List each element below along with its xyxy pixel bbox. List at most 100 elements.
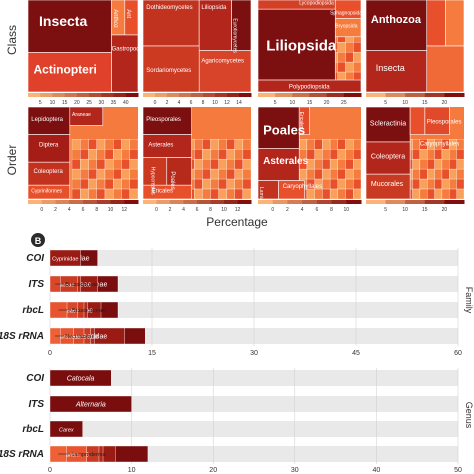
treemap-block — [426, 45, 465, 93]
treemap-label: Dothideomycetes — [146, 5, 192, 11]
scale-swatch — [405, 93, 426, 97]
treemap-cell — [353, 61, 362, 73]
treemap-cell — [104, 188, 114, 200]
scale-tick-label: 10 — [221, 207, 227, 213]
scale-swatch — [40, 93, 53, 97]
segment-label: Alternaria — [75, 402, 106, 409]
treemap-scale: 0 2 4 6 8 10 12 — [143, 200, 252, 213]
treemap-cell — [242, 178, 252, 190]
scale-tick-label: 4 — [301, 207, 304, 213]
bar-segment — [49, 395, 132, 413]
treemap-label: Actinopteri — [34, 63, 97, 77]
treemap-cell — [104, 158, 114, 170]
treemap-cell — [427, 168, 435, 180]
scale-swatch — [143, 93, 156, 97]
treemap-cell — [104, 178, 114, 190]
treemap-cell — [353, 51, 362, 63]
treemap-cell — [434, 188, 443, 200]
scale-swatch — [210, 200, 225, 204]
treemap-block — [365, 141, 411, 175]
treemap-block — [365, 106, 411, 143]
x-tick-label: 60 — [454, 350, 462, 357]
treemap-cell — [314, 188, 323, 200]
scale-swatch — [385, 93, 406, 97]
scale-swatch — [227, 93, 240, 97]
treemap-cell — [129, 139, 139, 150]
scale-swatch — [55, 200, 70, 204]
segment-label: Nectriaceae — [65, 334, 94, 340]
scale-swatch — [287, 200, 303, 204]
treemap-label: Gastropoda — [112, 47, 144, 53]
treemap-cell — [449, 168, 457, 180]
treemap-label: Scleractinia — [370, 120, 406, 127]
treemap-label: Diptera — [39, 143, 59, 149]
scale-tick-label: 5 — [274, 100, 277, 106]
treemap-cell — [412, 158, 421, 170]
treemap-cell — [234, 188, 244, 200]
panel-b-badge-circle — [31, 233, 45, 247]
scale-swatch — [155, 93, 168, 97]
treemap-cell — [113, 149, 122, 160]
treemap-label: Coleoptera — [34, 169, 64, 175]
treemap-cell — [427, 188, 435, 200]
treemap-cell — [345, 51, 354, 63]
scale-tick-label: 6 — [190, 100, 193, 106]
treemap-cell — [329, 149, 338, 160]
treemap-cell — [314, 158, 323, 170]
treemap-cell — [218, 149, 227, 160]
treemap-cell — [121, 188, 130, 200]
treemap-block — [27, 52, 112, 93]
scale-swatch — [237, 200, 252, 204]
treemap-cell — [80, 139, 89, 150]
scale-swatch — [366, 93, 387, 97]
treemap-cell — [456, 188, 465, 200]
treemap-scale: 0 2 4 6 8 10 12 — [28, 200, 139, 213]
treemap-cell — [314, 149, 323, 160]
treemap-cell — [80, 158, 89, 170]
treemap-cell — [412, 178, 421, 190]
treemap-cell — [449, 158, 457, 170]
treemap-cell — [456, 178, 465, 190]
scale-swatch — [167, 93, 180, 97]
scale-swatch — [326, 93, 345, 97]
x-tick-label: 30 — [291, 467, 299, 474]
treemap-label: Lepidoptera — [31, 117, 63, 123]
treemap-label: Coleoptera — [371, 154, 405, 161]
treemap-cell — [121, 139, 130, 150]
x-tick-label: 45 — [352, 350, 360, 357]
treemap-cell — [121, 158, 130, 170]
scale-tick-label: 8 — [330, 207, 333, 213]
segment-label: Cyprinidae — [52, 257, 78, 263]
treemap-cell — [71, 188, 81, 200]
scale-swatch — [258, 200, 274, 204]
treemap-cell — [337, 61, 346, 73]
treemap-label: Ericales — [298, 112, 304, 130]
treemap-block — [445, 0, 465, 47]
treemap-cell — [210, 188, 219, 200]
treemap-cell — [210, 168, 219, 180]
treemap-scale: 5 10 15 20 25 30 35 40 — [28, 93, 139, 106]
treemap-cell — [419, 168, 428, 180]
treemap-cell — [242, 139, 252, 150]
scale-tick-label: 10 — [50, 100, 56, 106]
treemap-label: Ericales — [152, 189, 173, 195]
treemap-cell — [71, 168, 81, 180]
scale-swatch — [331, 200, 347, 204]
scale-tick-label: 20 — [442, 100, 448, 106]
scale-swatch — [170, 200, 184, 204]
scale-tick-label: 15 — [307, 100, 313, 106]
treemap-cell — [129, 188, 139, 200]
treemap-cell — [329, 139, 338, 150]
scale-swatch — [89, 93, 102, 97]
treemap-cell — [337, 149, 346, 160]
treemap-cell — [242, 158, 252, 170]
treemap-cell — [322, 188, 331, 200]
treemap-cell — [88, 178, 97, 190]
bar-track — [50, 396, 458, 412]
treemap-cell — [441, 178, 450, 190]
treemap-cell — [218, 178, 227, 190]
scale-swatch — [125, 93, 139, 97]
treemap-cell — [88, 188, 97, 200]
scale-tick-label: 15 — [422, 207, 428, 213]
